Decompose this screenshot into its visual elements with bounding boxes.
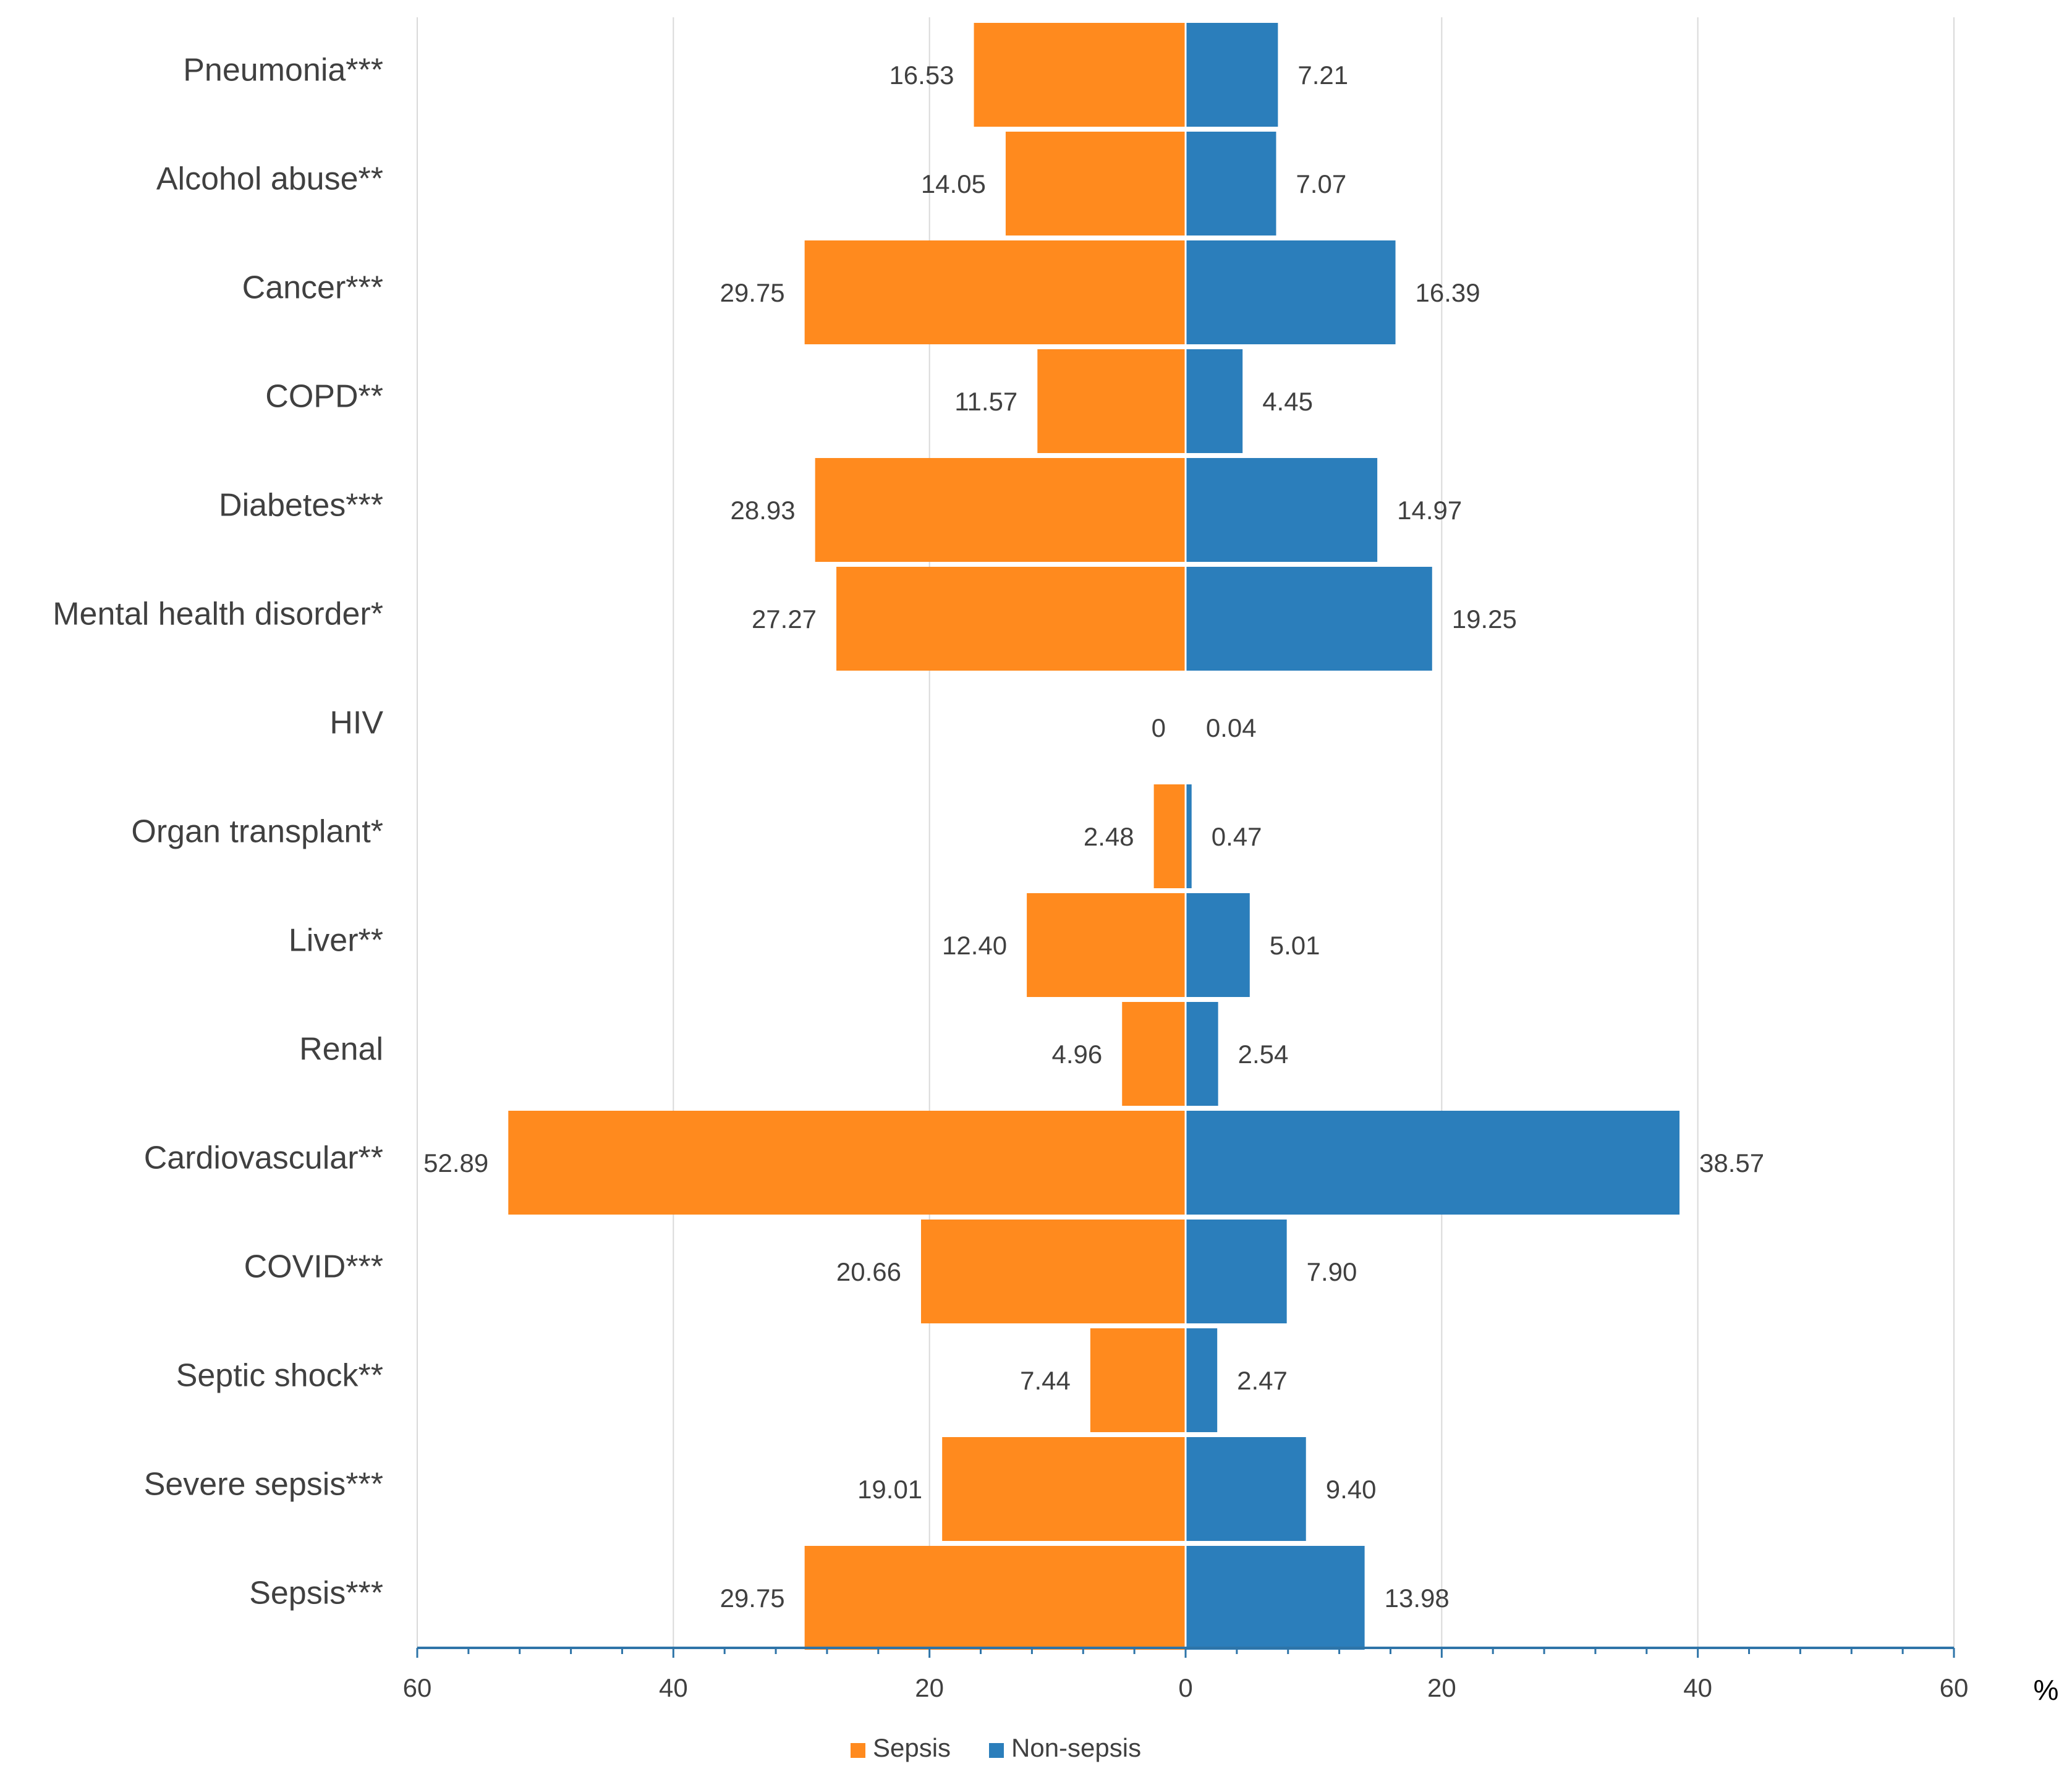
data-label-non-sepsis: 0.47 bbox=[1212, 822, 1262, 851]
data-label-sepsis: 14.05 bbox=[921, 169, 986, 198]
bar-sepsis bbox=[974, 23, 1186, 127]
data-label-non-sepsis: 9.40 bbox=[1326, 1475, 1377, 1504]
bar-non-sepsis bbox=[1186, 132, 1276, 235]
data-label-non-sepsis: 16.39 bbox=[1416, 278, 1480, 307]
data-label-sepsis: 7.44 bbox=[1020, 1366, 1071, 1395]
bar-non-sepsis bbox=[1186, 23, 1278, 127]
data-label-sepsis: 52.89 bbox=[423, 1148, 488, 1177]
bar-sepsis bbox=[804, 240, 1186, 344]
data-label-non-sepsis: 38.57 bbox=[1699, 1148, 1764, 1177]
data-label-non-sepsis: 14.97 bbox=[1397, 496, 1462, 525]
category-label: Pneumonia*** bbox=[183, 53, 383, 88]
data-label-sepsis: 19.01 bbox=[857, 1475, 922, 1504]
category-label: Renal bbox=[299, 1032, 383, 1067]
bar-non-sepsis bbox=[1186, 1437, 1306, 1541]
data-label-sepsis: 29.75 bbox=[720, 1584, 785, 1613]
labels: Pneumonia*** 16.53 7.21 Alcohol abuse** 14.0… bbox=[53, 53, 1764, 1613]
bar-sepsis bbox=[815, 458, 1186, 562]
bars bbox=[508, 23, 1680, 1650]
bar-non-sepsis bbox=[1186, 1111, 1680, 1215]
data-label-non-sepsis: 2.47 bbox=[1237, 1366, 1288, 1395]
x-tick-label: 40 bbox=[659, 1673, 688, 1702]
category-label: Alcohol abuse** bbox=[156, 161, 383, 197]
data-label-sepsis: 2.48 bbox=[1084, 822, 1134, 851]
data-label-non-sepsis: 5.01 bbox=[1270, 931, 1320, 960]
category-label: Mental health disorder* bbox=[53, 596, 383, 632]
bar-non-sepsis bbox=[1186, 893, 1250, 997]
legend-label-non-sepsis: Non-sepsis bbox=[1011, 1733, 1141, 1762]
data-label-sepsis: 28.93 bbox=[731, 496, 796, 525]
bar-non-sepsis bbox=[1186, 240, 1396, 344]
bar-non-sepsis bbox=[1186, 1546, 1365, 1650]
category-label: Diabetes*** bbox=[219, 488, 383, 524]
category-label: COPD** bbox=[265, 379, 383, 415]
category-label: Cancer*** bbox=[242, 270, 383, 306]
x-tick-label: 40 bbox=[1683, 1673, 1712, 1702]
legend-swatch-sepsis bbox=[851, 1743, 865, 1758]
bar-sepsis bbox=[1122, 1002, 1186, 1106]
data-label-sepsis: 29.75 bbox=[720, 278, 785, 307]
bar-sepsis bbox=[1090, 1328, 1186, 1432]
bar-sepsis bbox=[920, 1220, 1186, 1323]
data-label-non-sepsis: 4.45 bbox=[1262, 387, 1313, 416]
legend-label-sepsis: Sepsis bbox=[873, 1733, 951, 1762]
data-label-sepsis: 20.66 bbox=[836, 1257, 901, 1286]
category-label: Sepsis*** bbox=[249, 1576, 383, 1611]
category-label: Organ transplant* bbox=[131, 814, 383, 850]
data-label-non-sepsis: 7.21 bbox=[1297, 61, 1348, 90]
x-unit-label: % bbox=[2034, 1674, 2059, 1706]
x-tick-label: 20 bbox=[1427, 1673, 1456, 1702]
category-label: HIV bbox=[329, 705, 383, 741]
category-label: Liver** bbox=[289, 923, 383, 959]
x-tick-label: 20 bbox=[915, 1673, 944, 1702]
legend-swatch-non-sepsis bbox=[989, 1743, 1004, 1758]
bar-sepsis bbox=[1037, 349, 1186, 453]
bar-non-sepsis bbox=[1186, 1002, 1218, 1106]
bar-non-sepsis bbox=[1186, 349, 1243, 453]
data-label-non-sepsis: 7.07 bbox=[1296, 169, 1346, 198]
bar-sepsis bbox=[1153, 784, 1186, 888]
data-label-sepsis: 12.40 bbox=[942, 931, 1007, 960]
bar-sepsis bbox=[836, 567, 1186, 671]
bar-sepsis bbox=[942, 1437, 1186, 1541]
data-label-non-sepsis: 0.04 bbox=[1206, 713, 1257, 742]
x-tick-label: 0 bbox=[1178, 1673, 1192, 1702]
bar-sepsis bbox=[1005, 132, 1186, 235]
bar-sepsis bbox=[1027, 893, 1186, 997]
data-label-sepsis: 4.96 bbox=[1051, 1040, 1102, 1069]
legend: Sepsis Non-sepsis bbox=[851, 1733, 1141, 1762]
x-tick-label: 60 bbox=[403, 1673, 432, 1702]
category-label: Cardiovascular** bbox=[144, 1140, 383, 1176]
data-label-non-sepsis: 7.90 bbox=[1307, 1257, 1357, 1286]
data-label-non-sepsis: 2.54 bbox=[1238, 1040, 1289, 1069]
bar-sepsis bbox=[508, 1111, 1186, 1215]
data-label-sepsis: 27.27 bbox=[752, 605, 817, 634]
bar-non-sepsis bbox=[1186, 567, 1432, 671]
bar-non-sepsis bbox=[1186, 784, 1192, 888]
data-label-sepsis: 16.53 bbox=[889, 61, 954, 90]
data-label-non-sepsis: 19.25 bbox=[1452, 605, 1517, 634]
data-label-non-sepsis: 13.98 bbox=[1385, 1584, 1450, 1613]
category-label: COVID*** bbox=[244, 1249, 383, 1285]
bar-non-sepsis bbox=[1186, 1220, 1287, 1323]
bar-non-sepsis bbox=[1186, 1328, 1218, 1432]
data-label-sepsis: 0 bbox=[1152, 713, 1166, 742]
category-label: Septic shock** bbox=[176, 1358, 383, 1394]
data-label-sepsis: 11.57 bbox=[954, 387, 1017, 416]
bar-sepsis bbox=[804, 1546, 1186, 1650]
category-label: Severe sepsis*** bbox=[144, 1467, 383, 1503]
x-tick-label: 60 bbox=[1940, 1673, 1969, 1702]
x-axis: 60 40 20 0 20 40 60% bbox=[403, 17, 2059, 1706]
bar-non-sepsis bbox=[1186, 458, 1378, 562]
